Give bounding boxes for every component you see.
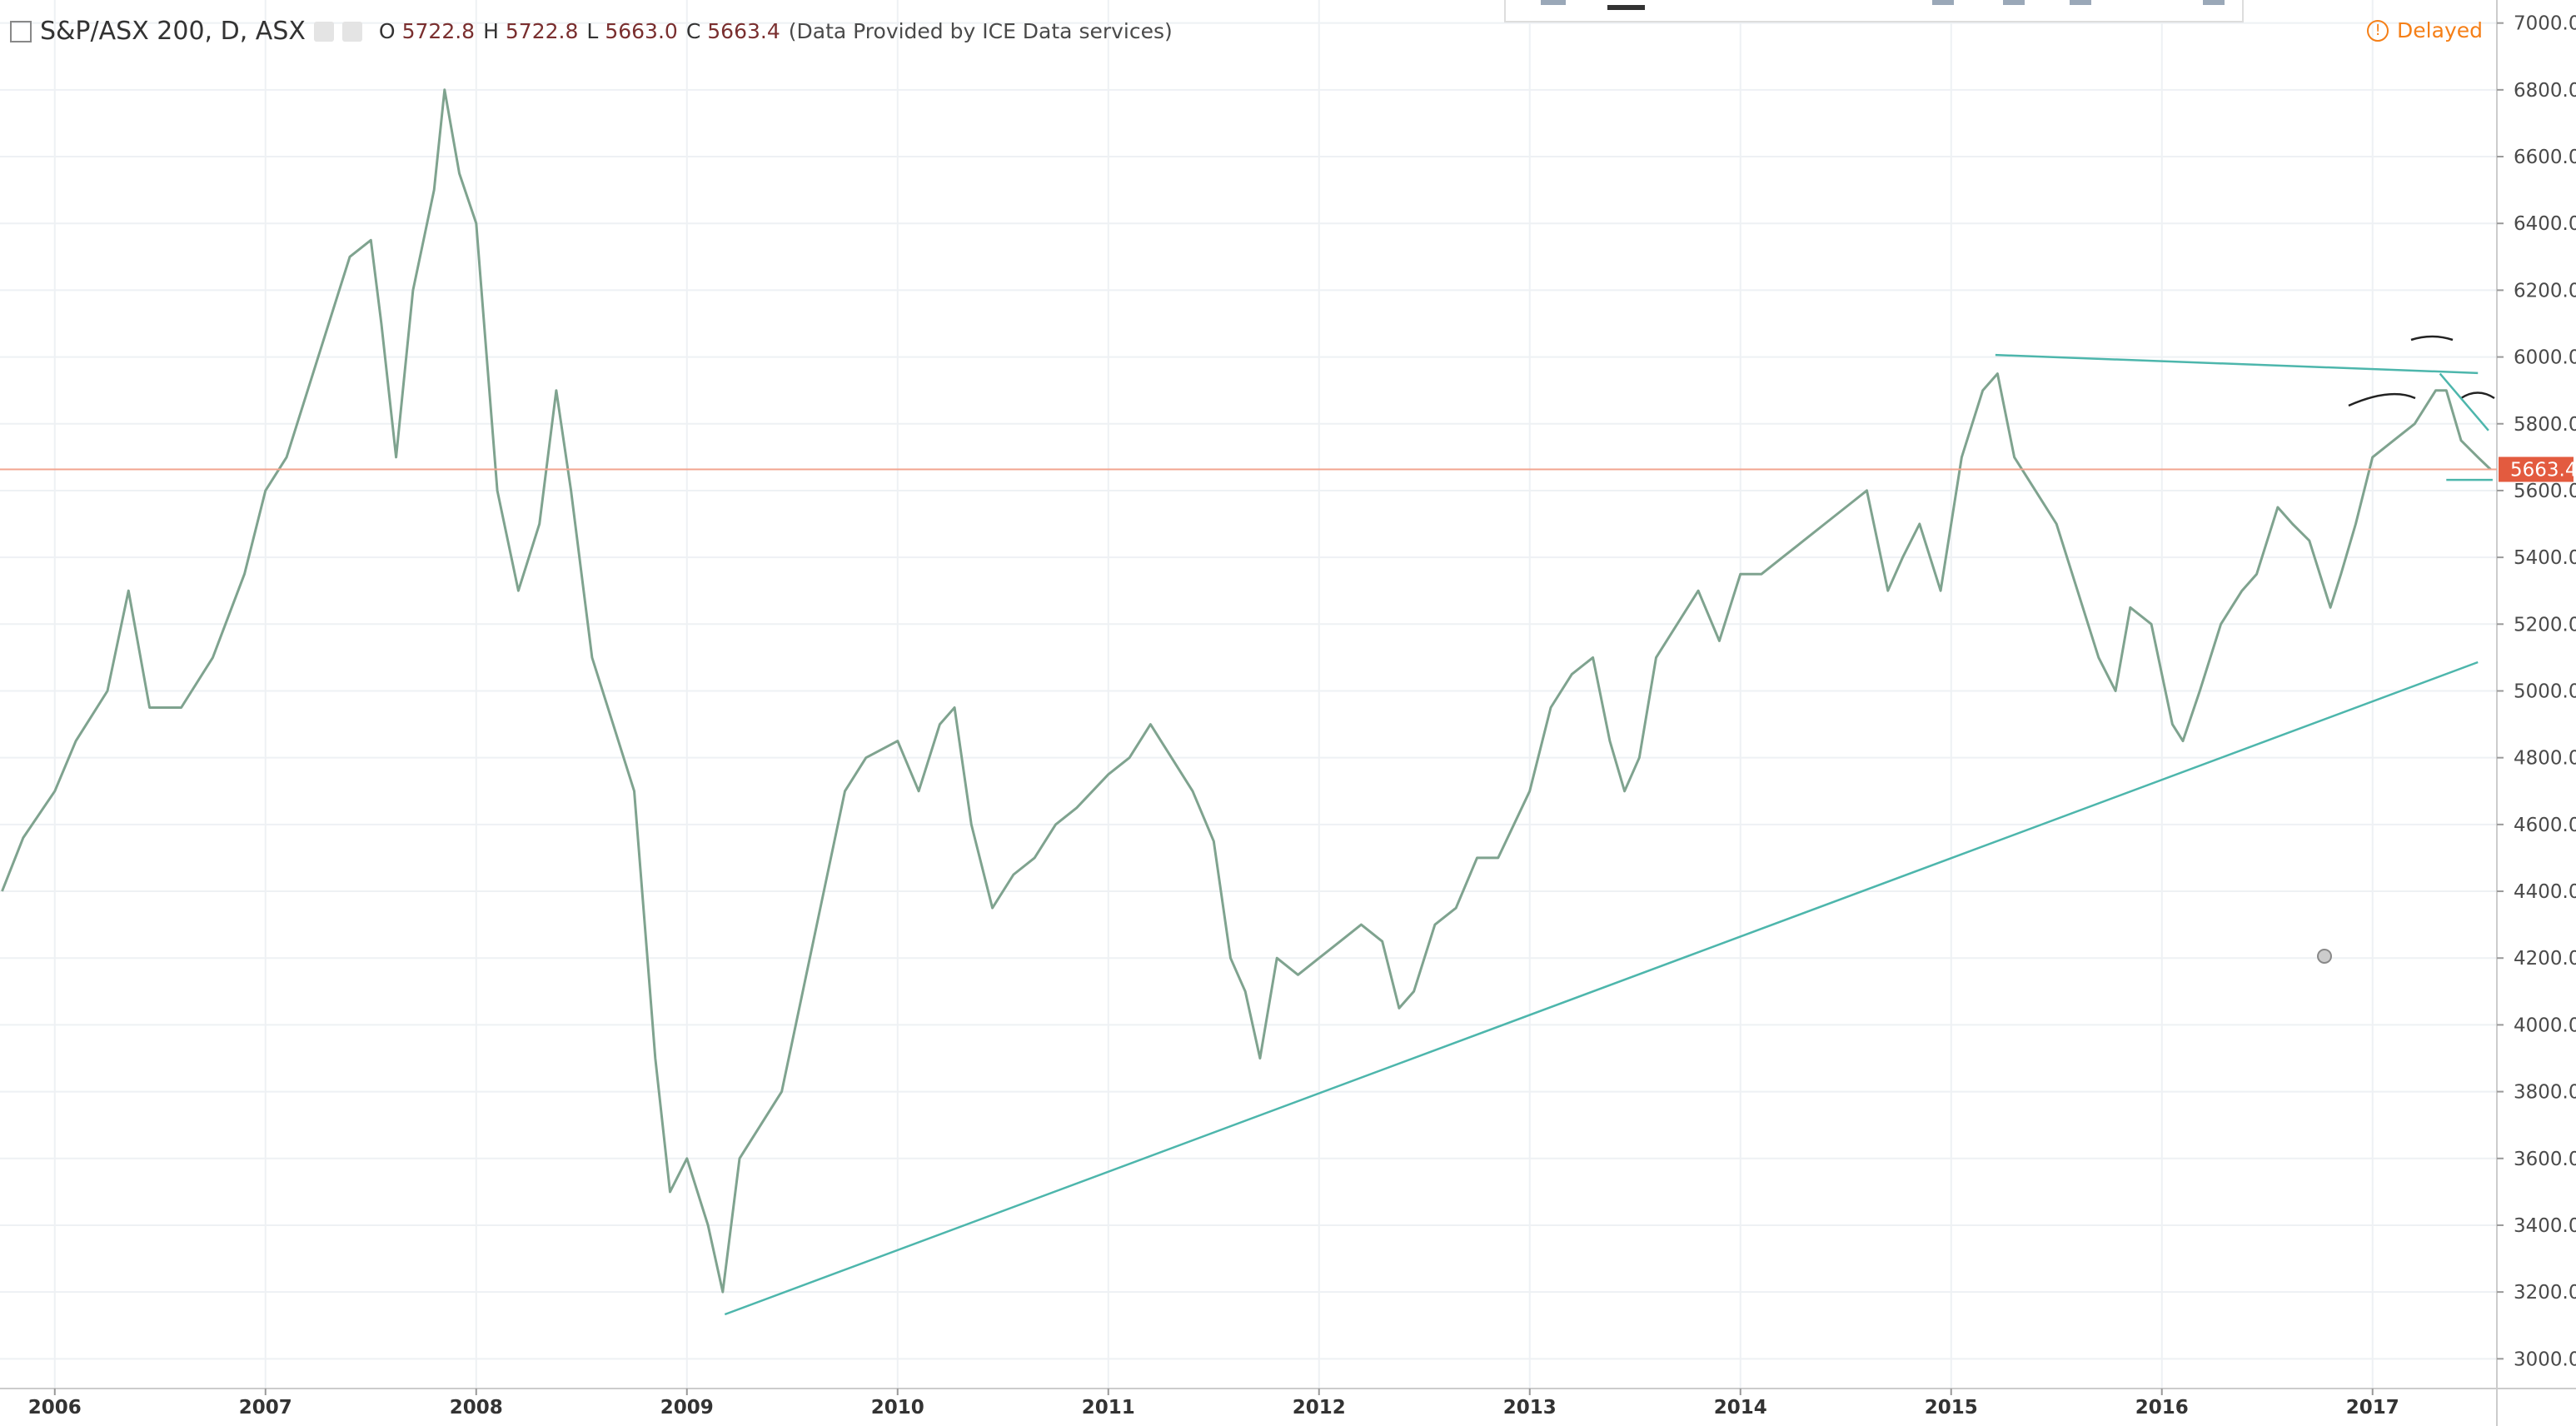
symbol-title[interactable]: S&P/ASX 200, D, ASX <box>40 17 306 46</box>
x-tick-label: 2015 <box>1925 1397 1978 1419</box>
y-tick-label: 4400.0 <box>2514 881 2576 903</box>
ohlc-key: L <box>586 19 599 43</box>
last-price-label: 5663.4 <box>2510 460 2576 481</box>
collapse-button[interactable] <box>10 20 32 42</box>
y-tick-label: 3000.0 <box>2514 1349 2576 1370</box>
delayed-icon: ! <box>2367 19 2389 42</box>
y-tick-label: 5000.0 <box>2514 681 2576 702</box>
x-tick-label: 2012 <box>1293 1397 1346 1419</box>
ohlc-key: C <box>685 19 701 43</box>
y-tick-label: 6400.0 <box>2514 213 2576 235</box>
x-tick-label: 2011 <box>1082 1397 1135 1419</box>
x-tick-label: 2016 <box>2135 1397 2189 1419</box>
y-tick-label: 6600.0 <box>2514 147 2576 168</box>
ohlc-value: 5663.4 <box>707 19 780 43</box>
x-tick-label: 2006 <box>28 1397 82 1419</box>
toolbar-button[interactable] <box>1607 5 1645 10</box>
delayed-badge[interactable]: ! Delayed <box>2367 18 2483 42</box>
y-tick-label: 6200.0 <box>2514 280 2576 302</box>
y-tick-label: 6800.0 <box>2514 80 2576 102</box>
ohlc-value: 5722.8 <box>401 19 476 43</box>
data-source: (Data Provided by ICE Data services) <box>788 19 1173 43</box>
trendline <box>1995 353 2479 375</box>
toolbar-frame <box>1504 0 2244 22</box>
y-tick-label: 5200.0 <box>2514 614 2576 636</box>
price-line <box>1 88 2492 1294</box>
ohlc-key: H <box>483 19 499 43</box>
ohlc-value: 5663.0 <box>605 19 678 43</box>
arc-drawing <box>2348 392 2416 407</box>
y-tick-label: 5800.0 <box>2514 414 2576 436</box>
y-tick-label: 3400.0 <box>2514 1215 2576 1237</box>
y-tick-label: 4000.0 <box>2514 1015 2576 1036</box>
y-tick-label: 3200.0 <box>2514 1282 2576 1304</box>
ohlc-values: O 5722.8 H 5722.8 L 5663.0 C 5663.4 <box>371 19 780 43</box>
toolbar-button[interactable] <box>1541 0 1566 5</box>
legend-header: S&P/ASX 200, D, ASX O 5722.8 H 5722.8 L 5663.… <box>10 17 1173 46</box>
toolbar-button[interactable] <box>2070 0 2091 5</box>
trendline <box>724 661 2479 1316</box>
grid <box>0 0 2497 1389</box>
y-tick-label: 5600.0 <box>2514 481 2576 502</box>
x-tick-label: 2010 <box>871 1397 924 1419</box>
arc-drawing <box>2410 335 2454 342</box>
y-tick-label: 4200.0 <box>2514 948 2576 970</box>
toolbar-button[interactable] <box>2203 0 2225 5</box>
y-tick-label: 3600.0 <box>2514 1149 2576 1170</box>
ohlc-key: O <box>378 19 396 43</box>
y-tick-label: 3800.0 <box>2514 1082 2576 1104</box>
toolbar-button[interactable] <box>1932 0 1954 5</box>
y-tick-label: 4600.0 <box>2514 815 2576 836</box>
arc-drawing <box>2460 391 2495 400</box>
drawing-handle[interactable] <box>2317 949 2332 964</box>
y-tick-label: 7000.0 <box>2514 13 2576 35</box>
x-tick-label: 2017 <box>2346 1397 2399 1419</box>
y-tick-label: 6000.0 <box>2514 347 2576 369</box>
ohlc-value: 5722.8 <box>505 19 579 43</box>
settings-button[interactable] <box>341 21 362 42</box>
trendline <box>2439 372 2489 431</box>
delayed-text: Delayed <box>2397 18 2483 42</box>
toolbar <box>1504 0 2244 22</box>
visibility-button[interactable] <box>313 21 334 42</box>
y-tick-label: 4800.0 <box>2514 748 2576 770</box>
y-tick-label: 5400.0 <box>2514 547 2576 569</box>
drawings <box>2348 335 2495 407</box>
x-tick-label: 2007 <box>239 1397 292 1419</box>
toolbar-button[interactable] <box>2003 0 2025 5</box>
x-tick-label: 2008 <box>450 1397 503 1419</box>
last-price-tag <box>2499 456 2574 482</box>
x-tick-label: 2009 <box>660 1397 714 1419</box>
x-tick-label: 2013 <box>1503 1397 1557 1419</box>
x-tick-label: 2014 <box>1714 1397 1767 1419</box>
